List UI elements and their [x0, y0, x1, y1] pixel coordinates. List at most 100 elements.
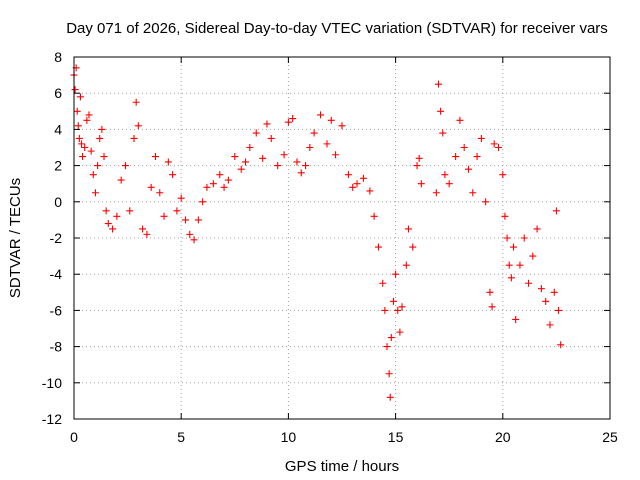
data-point: [529, 252, 537, 260]
data-point: [383, 343, 391, 351]
data-point: [143, 230, 151, 238]
data-point: [85, 111, 93, 119]
data-point: [186, 230, 194, 238]
data-point: [317, 111, 325, 119]
data-point: [482, 198, 490, 206]
data-point: [293, 158, 301, 166]
data-point: [488, 303, 496, 311]
data-point: [98, 125, 106, 133]
data-point: [147, 183, 155, 191]
data-points: [70, 64, 565, 401]
data-point: [537, 285, 545, 293]
data-point: [398, 303, 406, 311]
x-tick-labels: 0 5 10 15 20 25: [70, 429, 618, 445]
data-point: [396, 328, 404, 336]
data-point: [78, 140, 86, 148]
data-point: [512, 315, 520, 323]
x-tick-label: 10: [281, 429, 297, 445]
data-point: [445, 180, 453, 188]
data-point: [151, 153, 159, 161]
data-point: [181, 216, 189, 224]
data-point: [546, 321, 554, 329]
data-point: [242, 158, 250, 166]
data-point: [552, 207, 560, 215]
data-point: [456, 116, 464, 124]
data-point: [452, 153, 460, 161]
data-point: [231, 153, 239, 161]
data-point: [386, 393, 394, 401]
x-tick-label: 5: [177, 429, 185, 445]
data-point: [353, 180, 361, 188]
data-point: [96, 134, 104, 142]
chart-title: Day 071 of 2026, Sidereal Day-to-day VTE…: [66, 20, 608, 37]
data-point: [130, 134, 138, 142]
data-point: [306, 144, 314, 151]
data-point: [392, 270, 400, 278]
data-point: [499, 171, 507, 179]
y-tick-label: 6: [54, 85, 62, 101]
data-point: [495, 144, 503, 151]
x-tick-label: 25: [602, 429, 618, 445]
data-point: [557, 341, 565, 349]
data-point: [259, 154, 267, 162]
data-point: [432, 189, 440, 197]
data-point: [237, 165, 245, 173]
data-point: [464, 165, 472, 173]
data-point: [413, 162, 421, 170]
data-point: [79, 153, 87, 161]
data-point: [366, 187, 374, 195]
y-tick-label: -12: [42, 411, 62, 427]
data-point: [194, 216, 202, 224]
data-point: [220, 183, 228, 191]
data-point: [404, 225, 412, 233]
data-point: [209, 180, 217, 188]
data-point: [87, 147, 95, 155]
data-point: [177, 194, 185, 202]
data-point: [289, 115, 297, 123]
data-point: [132, 98, 140, 106]
data-point: [385, 370, 393, 378]
data-point: [344, 171, 352, 179]
data-point: [520, 234, 528, 242]
data-point: [501, 212, 509, 220]
y-tick-label: -2: [50, 230, 63, 246]
data-point: [74, 122, 82, 130]
data-point: [555, 306, 563, 314]
y-tick-label: -4: [50, 266, 63, 282]
data-point: [117, 176, 125, 184]
data-point: [381, 306, 389, 314]
data-point: [134, 122, 142, 130]
data-point: [284, 118, 292, 126]
data-point: [252, 129, 260, 137]
data-point: [477, 134, 485, 142]
data-point: [507, 274, 515, 282]
data-point: [417, 180, 425, 188]
data-point: [75, 134, 83, 142]
data-point: [349, 183, 357, 191]
data-point: [224, 176, 232, 184]
x-tick-label: 0: [70, 429, 78, 445]
data-point: [164, 158, 172, 166]
data-point: [113, 212, 121, 220]
data-point: [374, 243, 382, 251]
data-point: [102, 207, 110, 215]
data-point: [415, 154, 423, 162]
x-axis-title: GPS time / hours: [285, 458, 399, 475]
data-point: [121, 162, 129, 170]
data-point: [216, 171, 224, 179]
data-point: [81, 144, 89, 151]
data-point: [169, 171, 177, 179]
data-point: [542, 297, 550, 305]
data-point: [402, 261, 410, 269]
data-point: [76, 93, 84, 101]
data-point: [263, 120, 271, 128]
data-point: [323, 140, 331, 148]
data-point: [510, 243, 518, 251]
data-point: [89, 171, 97, 179]
data-point: [199, 198, 207, 206]
data-point: [246, 144, 254, 151]
data-point: [439, 129, 447, 137]
data-point: [516, 261, 524, 269]
